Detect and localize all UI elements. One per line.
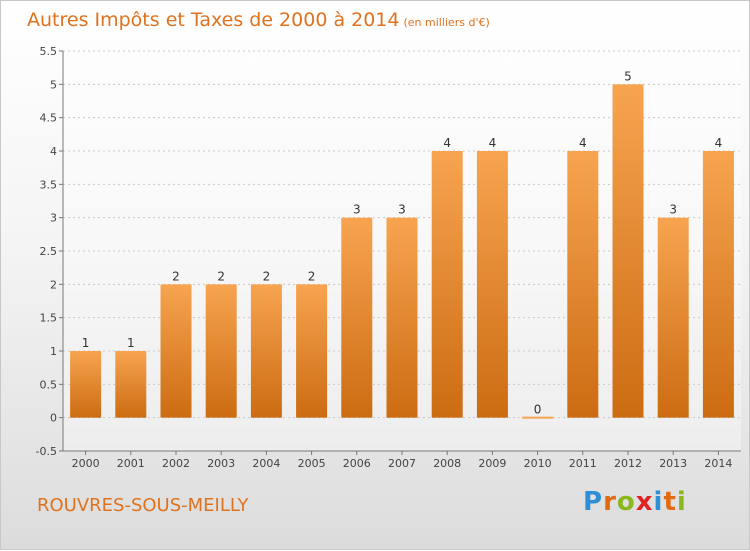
x-tick-label: 2014: [704, 457, 732, 470]
bar: [431, 151, 463, 418]
proxiti-logo: Proxiti: [583, 487, 687, 517]
bar: [522, 416, 554, 419]
x-tick-label: 2002: [162, 457, 190, 470]
logo-letter: x: [635, 487, 654, 517]
chart-subtitle: (en milliers d'€): [403, 16, 490, 29]
x-tick-label: 2011: [569, 457, 597, 470]
x-tick-label: 2008: [433, 457, 461, 470]
bar: [296, 284, 328, 418]
bar: [205, 284, 237, 418]
logo-letter: i: [653, 487, 664, 517]
y-tick-label: 1.5: [40, 312, 58, 325]
y-tick-label: -0.5: [36, 445, 57, 458]
bar: [702, 151, 734, 418]
bar-value-label: 3: [398, 203, 406, 217]
x-tick-label: 2010: [524, 457, 552, 470]
x-tick-label: 2004: [252, 457, 280, 470]
bar-value-label: 4: [443, 136, 451, 150]
y-tick-label: 5: [50, 78, 57, 91]
bar-value-label: 2: [308, 269, 316, 283]
bar-value-label: 3: [669, 203, 677, 217]
bar-value-label: 4: [579, 136, 587, 150]
bar: [567, 151, 599, 418]
chart-title: Autres Impôts et Taxes de 2000 à 2014 (en…: [27, 9, 490, 31]
logo-letter: t: [663, 487, 677, 517]
bar: [70, 351, 102, 418]
bar-value-label: 1: [82, 336, 90, 350]
x-tick-label: 2009: [478, 457, 506, 470]
bar: [476, 151, 508, 418]
bar: [250, 284, 282, 418]
y-tick-label: 5.5: [40, 45, 58, 58]
y-tick-label: 2: [50, 278, 57, 291]
logo-letter: P: [583, 487, 604, 517]
bar-value-label: 0: [534, 403, 542, 417]
bar: [386, 217, 418, 418]
y-tick-label: 0: [50, 412, 57, 425]
y-tick-label: 0.5: [40, 378, 58, 391]
bar-value-label: 2: [263, 269, 271, 283]
bar: [341, 217, 373, 418]
x-tick-label: 2001: [117, 457, 145, 470]
x-tick-label: 2006: [343, 457, 371, 470]
bar-value-label: 3: [353, 203, 361, 217]
y-tick-label: 2.5: [40, 245, 58, 258]
bar-value-label: 1: [127, 336, 135, 350]
x-tick-label: 2005: [298, 457, 326, 470]
logo-letter: o: [616, 487, 636, 517]
logo-letter: r: [603, 487, 617, 517]
bar-value-label: 4: [715, 136, 723, 150]
commune-name: ROUVRES-SOUS-MEILLY: [37, 495, 249, 516]
y-tick-label: 1: [50, 345, 57, 358]
bar-value-label: 4: [489, 136, 497, 150]
y-tick-label: 4.5: [40, 112, 58, 125]
x-tick-label: 2003: [207, 457, 235, 470]
x-tick-label: 2000: [72, 457, 100, 470]
x-tick-label: 2012: [614, 457, 642, 470]
y-tick-label: 3: [50, 212, 57, 225]
chart-title-text: Autres Impôts et Taxes de 2000 à 2014: [27, 9, 400, 31]
bar-value-label: 2: [217, 269, 225, 283]
y-tick-label: 3.5: [40, 178, 58, 191]
bar-value-label: 2: [172, 269, 180, 283]
bar: [612, 84, 644, 418]
bar: [657, 217, 689, 418]
x-tick-label: 2013: [659, 457, 687, 470]
bar-value-label: 5: [624, 69, 632, 83]
y-tick-label: 4: [50, 145, 57, 158]
x-tick-label: 2007: [388, 457, 416, 470]
bar: [115, 351, 147, 418]
bar: [160, 284, 192, 418]
logo-letter: i: [676, 487, 687, 517]
